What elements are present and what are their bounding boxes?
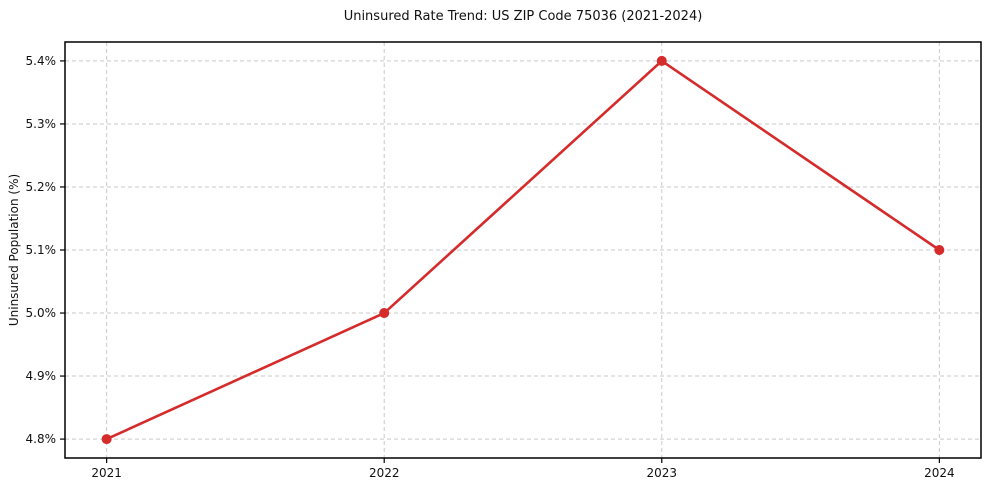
y-tick-label: 5.4% [26,54,57,68]
y-tick-label: 5.2% [26,180,57,194]
data-point [101,434,112,445]
trend-line [105,59,941,441]
data-point [656,55,667,66]
x-tick-label: 2023 [647,466,678,480]
y-tick-label: 4.9% [26,369,57,383]
data-point [379,308,390,319]
y-tick-label: 5.3% [26,117,57,131]
data-point [934,245,945,255]
y-tick-label: 5.1% [26,243,57,257]
y-tick-label: 5.0% [26,306,57,320]
chart-title: Uninsured Rate Trend: US ZIP Code 75036 … [343,9,703,24]
x-tick-label: 2021 [91,466,122,480]
x-tick-label: 2024 [924,466,955,480]
x-tick-label: 2022 [369,466,400,480]
y-tick-label: 4.8% [26,432,57,446]
